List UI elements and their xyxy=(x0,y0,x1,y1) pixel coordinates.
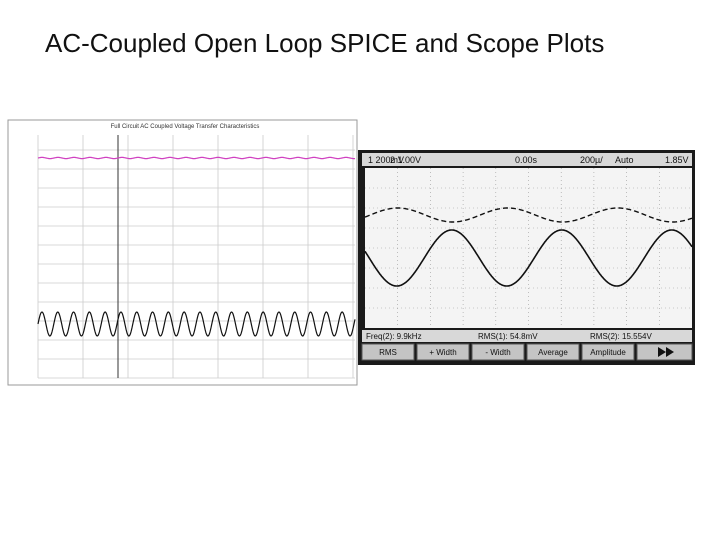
softkey xyxy=(526,343,580,361)
spice-trace-bottom xyxy=(37,311,356,337)
softkey-label: Amplitude xyxy=(590,348,626,357)
softkey-label: - Width xyxy=(485,348,510,357)
scope-readout: RMS(2): 15.554V xyxy=(590,332,652,341)
softkey-label: + Width xyxy=(429,348,456,357)
scope-header-text: 1.85V xyxy=(665,155,689,165)
scope-readout: RMS(1): 54.8mV xyxy=(478,332,538,341)
spice-frame xyxy=(7,119,358,386)
spice-trace-top xyxy=(37,156,355,160)
scope-header-text: 2 1.00V xyxy=(390,155,421,165)
scope-header-text: Auto xyxy=(615,155,634,165)
scope-header-text: 0.00s xyxy=(515,155,538,165)
softkey-label: RMS xyxy=(379,348,397,357)
scope-header-text: 1 200mV xyxy=(368,155,404,165)
scope-trace-2 xyxy=(364,229,693,287)
softkey xyxy=(416,343,470,361)
slide-title: AC-Coupled Open Loop SPICE and Scope Plo… xyxy=(45,28,605,58)
scope-trace-1 xyxy=(364,207,693,223)
spice-plot: Full Circuit AC Coupled Voltage Transfer… xyxy=(7,119,358,386)
softkey xyxy=(361,343,415,361)
scope-header-text: 200µ/ xyxy=(580,155,603,165)
scope-readout: Freq(2): 9.9kHz xyxy=(366,332,422,341)
softkey-arrow xyxy=(658,347,674,357)
scope-header-bar xyxy=(362,153,692,166)
spice-title: Full Circuit AC Coupled Voltage Transfer… xyxy=(111,124,260,130)
softkey-label: Average xyxy=(538,348,568,357)
scope-readout-bar xyxy=(362,330,692,342)
spice-grid xyxy=(37,135,355,379)
softkey xyxy=(471,343,525,361)
softkey xyxy=(581,343,635,361)
